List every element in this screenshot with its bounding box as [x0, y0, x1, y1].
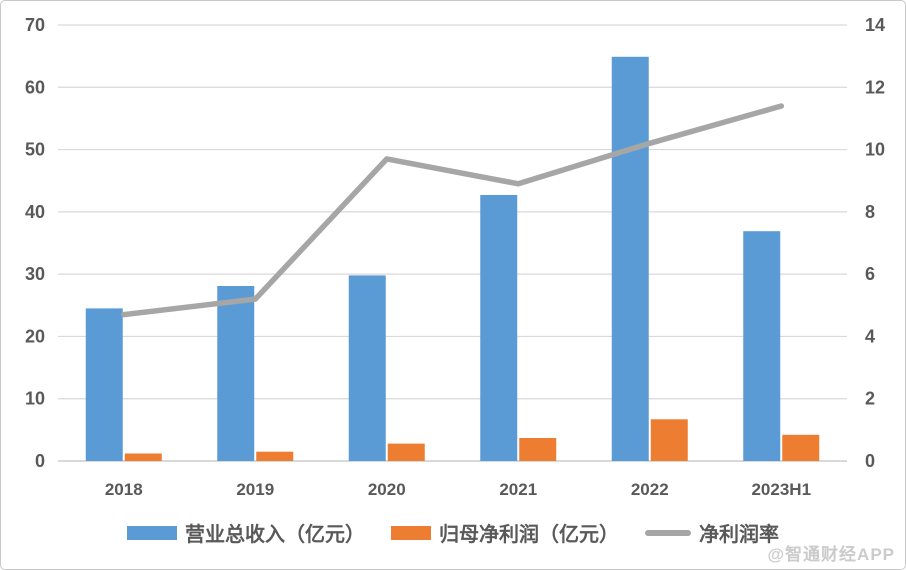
- bar-revenue: [85, 308, 123, 461]
- legend-item-net-margin: 净利润率: [645, 518, 779, 547]
- right-axis-tick: 10: [865, 140, 885, 160]
- bar-revenue: [480, 195, 518, 461]
- legend-label-net-profit: 归母净利润（亿元）: [439, 524, 619, 546]
- bar-net-profit: [650, 419, 688, 461]
- watermark: @智通财经APP: [767, 545, 895, 564]
- right-axis-tick: 4: [865, 326, 875, 346]
- right-axis-tick: 14: [865, 15, 885, 35]
- x-axis-label: 2021: [499, 480, 537, 499]
- legend: 营业总收入（亿元） 归母净利润（亿元） 净利润率: [1, 518, 905, 547]
- line-net-margin: [121, 103, 785, 318]
- left-axis-tick: 60: [25, 77, 45, 97]
- bar-revenue: [348, 275, 386, 461]
- legend-item-revenue: 营业总收入（亿元）: [127, 518, 365, 547]
- bar-net-profit: [256, 451, 294, 461]
- x-axis-label: 2020: [368, 480, 406, 499]
- legend-swatch-net-profit-icon: [391, 525, 431, 540]
- legend-swatch-revenue-icon: [127, 525, 177, 540]
- legend-swatch-net-margin-icon: [645, 529, 691, 536]
- right-axis-tick: 2: [865, 389, 875, 409]
- bar-net-profit: [519, 438, 557, 461]
- legend-label-net-margin: 净利润率: [699, 524, 779, 546]
- left-axis-tick: 70: [25, 15, 45, 35]
- bar-net-profit: [782, 434, 820, 461]
- right-axis-tick: 6: [865, 264, 875, 284]
- bar-revenue: [611, 56, 649, 462]
- x-axis-label: 2022: [631, 480, 669, 499]
- x-axis-label: 2018: [105, 480, 143, 499]
- bar-revenue: [217, 286, 255, 461]
- left-axis-tick: 50: [25, 140, 45, 160]
- bar-revenue: [743, 231, 781, 461]
- x-axis-label: 2023H1: [751, 480, 811, 499]
- right-axis-tick: 12: [865, 77, 885, 97]
- left-axis-tick: 40: [25, 202, 45, 222]
- plot-area: 0 10 20 30 40 50 60 70 0 2 4 6 8 10 12 14 2018 2019 2020 20…: [25, 15, 885, 499]
- left-axis-tick: 10: [25, 389, 45, 409]
- bar-net-profit: [124, 453, 162, 461]
- legend-item-net-profit: 归母净利润（亿元）: [391, 518, 619, 547]
- right-axis-tick: 8: [865, 202, 875, 222]
- legend-label-revenue: 营业总收入（亿元）: [185, 524, 365, 546]
- bar-net-profit: [387, 443, 425, 461]
- x-axis-label: 2019: [236, 480, 274, 499]
- left-axis-tick: 20: [25, 326, 45, 346]
- left-axis-tick: 30: [25, 264, 45, 284]
- left-axis-tick: 0: [35, 451, 45, 471]
- right-axis-tick: 0: [865, 451, 875, 471]
